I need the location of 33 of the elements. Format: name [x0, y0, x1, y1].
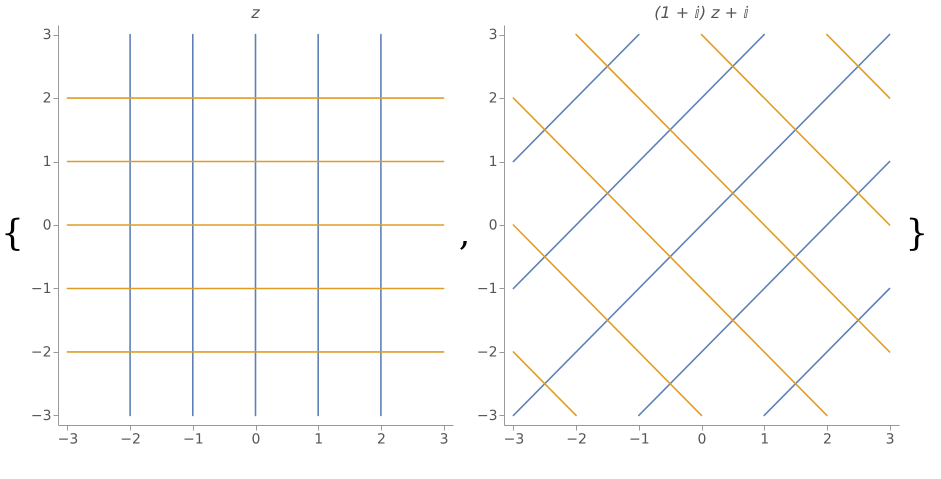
y-tick-label: −1	[30, 280, 52, 297]
x-tick-label: −1	[182, 432, 204, 448]
y-tick-label: 1	[42, 154, 52, 170]
x-tick-label: −3	[57, 432, 78, 448]
x-tick-label: 2	[376, 432, 386, 448]
y-tick-label: 2	[42, 90, 52, 107]
text: }	[904, 213, 930, 254]
x-tick-label: 1	[760, 432, 770, 448]
y-tick-label: −3	[30, 408, 52, 424]
x-tick-label: 0	[251, 432, 260, 448]
chart-title: (1 + ⅈ) z + ⅈ	[654, 3, 750, 22]
x-tick-label: −2	[566, 432, 588, 448]
chart-title: z	[250, 3, 260, 22]
y-tick-label: 3	[42, 27, 52, 44]
y-tick-label: 1	[488, 154, 498, 170]
y-tick-label: 0	[42, 218, 52, 234]
x-tick-label: −2	[120, 432, 141, 448]
y-tick-label: −1	[477, 280, 498, 297]
y-tick-label: −3	[477, 408, 498, 424]
x-tick-label: 3	[886, 432, 895, 448]
x-tick-label: 1	[314, 432, 324, 448]
y-tick-label: 2	[488, 90, 498, 107]
text: {	[0, 213, 25, 254]
y-tick-label: −2	[477, 344, 498, 360]
x-tick-label: 3	[440, 432, 448, 448]
x-tick-label: −3	[504, 432, 525, 448]
x-tick-label: 0	[698, 432, 707, 448]
x-tick-label: −1	[629, 432, 650, 448]
y-tick-label: 0	[488, 218, 498, 234]
y-tick-label: −2	[30, 344, 52, 360]
y-tick-label: 3	[488, 27, 498, 44]
text: ,	[458, 213, 472, 254]
x-tick-label: 2	[823, 432, 832, 448]
